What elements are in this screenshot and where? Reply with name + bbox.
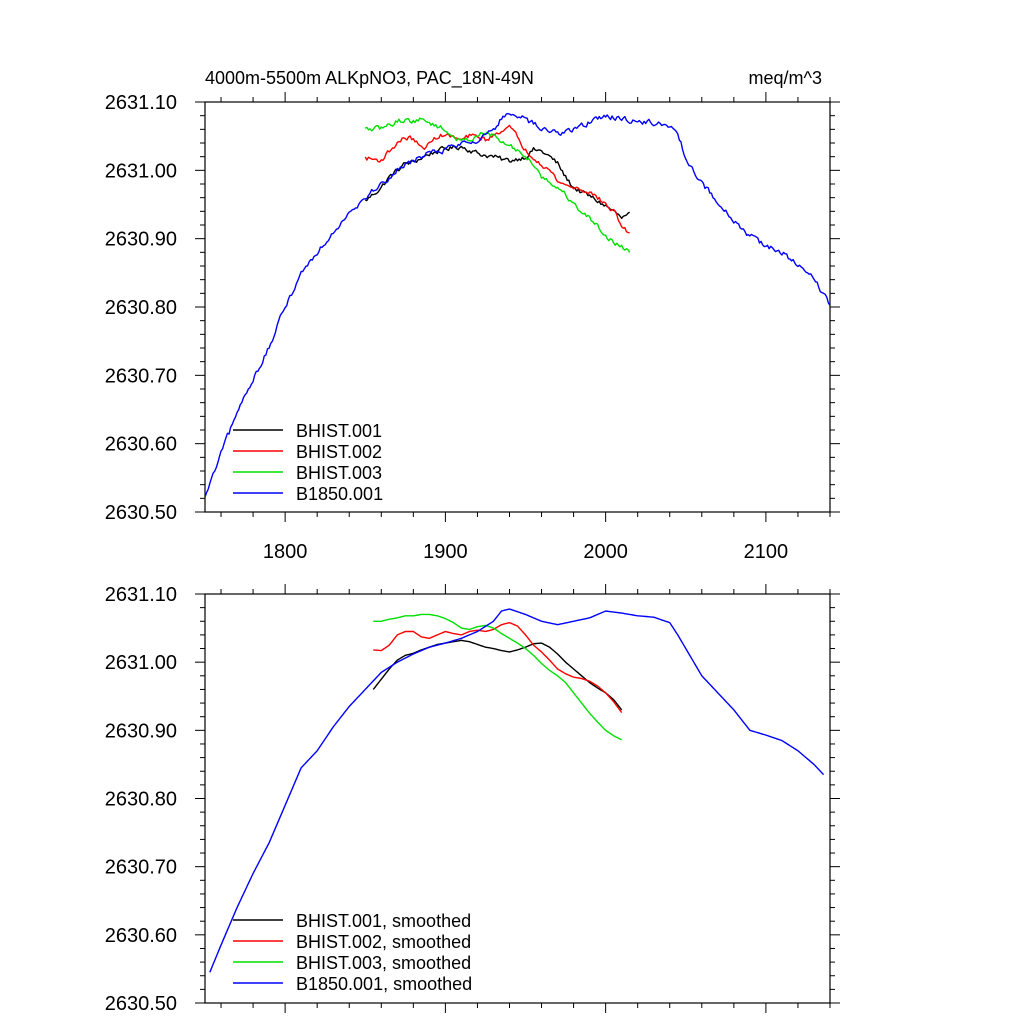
x-tick-label: 2000 <box>583 541 628 563</box>
legend-label-bhist-003-smoothed: BHIST.003, smoothed <box>296 953 471 973</box>
top-panel: 2630.50 2630.60 2630.70 2630.80 2630.90 2631.… <box>105 92 840 563</box>
y-tick-label: 2630.90 <box>105 229 177 251</box>
series-line-bhist-003-smoothed <box>373 613 622 741</box>
y-tick-label: 2631.10 <box>105 584 177 606</box>
series-line-bhist-001 <box>365 145 631 219</box>
legend-label-bhist-002: BHIST.002 <box>296 442 382 462</box>
y-tick-label: 2630.80 <box>105 297 177 319</box>
x-tick-label: 1800 <box>263 541 308 563</box>
x-tick-label: 1900 <box>423 541 468 563</box>
legend-label-bhist-001-smoothed: BHIST.001, smoothed <box>296 911 471 931</box>
y-tick-label: 2631.00 <box>105 652 177 674</box>
y-tick-label: 2631.00 <box>105 160 177 182</box>
series-line-bhist-002-smoothed <box>373 621 623 714</box>
legend-label-bhist-001: BHIST.001 <box>296 421 382 441</box>
y-tick-label: 2630.80 <box>105 789 177 811</box>
y-tick-label: 2630.90 <box>105 720 177 742</box>
series-line-b1850-001-smoothed <box>209 608 825 973</box>
y-tick-label: 2630.70 <box>105 365 177 387</box>
legend-label-bhist-002-smoothed: BHIST.002, smoothed <box>296 932 471 952</box>
figure-title: 4000m-5500m ALKpNO3, PAC_18N-49N <box>205 68 534 89</box>
series-line-bhist-003 <box>364 117 631 253</box>
y-tick-label: 2630.60 <box>105 925 177 947</box>
series-line-bhist-001-smoothed <box>372 639 623 711</box>
bottom-panel: 2630.50 2630.60 2630.70 2630.80 2630.90 2631.… <box>105 584 840 1015</box>
y-tick-label: 2631.10 <box>105 92 177 114</box>
series-line-bhist-002 <box>364 124 630 234</box>
x-tick-label: 2100 <box>744 541 789 563</box>
series-line-b1850-001 <box>205 112 830 498</box>
y-tick-label: 2630.50 <box>105 502 177 524</box>
y-tick-label: 2630.70 <box>105 857 177 879</box>
y-tick-label: 2630.50 <box>105 993 177 1015</box>
legend-label-bhist-003: BHIST.003 <box>296 463 382 483</box>
y-tick-label: 2630.60 <box>105 434 177 456</box>
figure-units: meq/m^3 <box>749 68 822 88</box>
legend-label-b1850-001: B1850.001 <box>296 484 383 504</box>
legend-label-b1850-001-smoothed: B1850.001, smoothed <box>296 974 472 994</box>
